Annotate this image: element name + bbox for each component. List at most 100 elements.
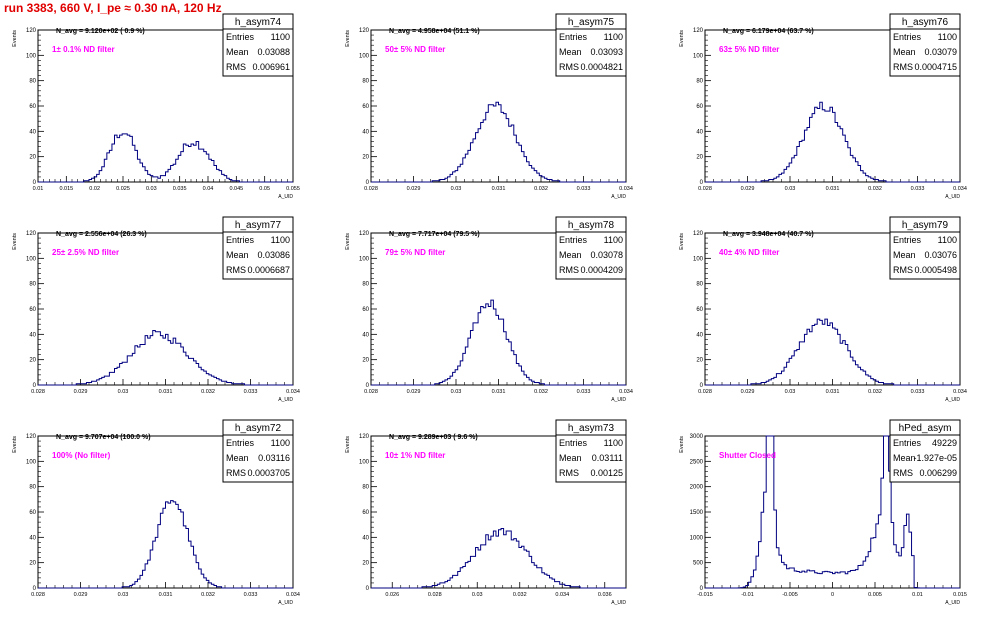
stat-value: 0.03076 bbox=[924, 250, 957, 260]
x-tick-label: 0.05 bbox=[259, 186, 270, 192]
y-tick-label: 0 bbox=[366, 586, 370, 592]
x-tick-label: 0.034 bbox=[555, 592, 569, 598]
x-tick-label: 0.032 bbox=[201, 592, 215, 598]
x-tick-label: 0.036 bbox=[598, 592, 612, 598]
y-tick-label: 0 bbox=[33, 180, 37, 186]
histogram-panel-hPed_asym: 0 500 1000 1500 2000 2500 3000 -0.015 -0.01 -0.00… bbox=[679, 419, 967, 606]
filter-annotation: 63± 5% ND filter bbox=[719, 45, 779, 54]
y-tick-label: 40 bbox=[362, 129, 369, 135]
stat-label: Mean bbox=[226, 453, 249, 463]
x-tick-label: 0.031 bbox=[492, 186, 506, 192]
y-tick-label: 60 bbox=[29, 307, 36, 313]
stat-label: Entries bbox=[559, 438, 588, 448]
histogram-line bbox=[38, 500, 293, 589]
filter-annotation: 10± 1% ND filter bbox=[385, 451, 445, 460]
y-tick-label: 60 bbox=[29, 510, 36, 516]
histogram-panel-h_asym76: 0 20 40 60 80 100 120 0.028 0.029 0.03 0.031 0.032 0… bbox=[679, 13, 967, 200]
y-tick-label: 3000 bbox=[690, 434, 704, 440]
stat-value: 1100 bbox=[604, 235, 623, 245]
stat-value: 1100 bbox=[271, 438, 290, 448]
stat-label: Mean bbox=[893, 250, 916, 260]
y-tick-label: 100 bbox=[26, 256, 37, 262]
stat-label: Entries bbox=[559, 235, 588, 245]
y-tick-label: 100 bbox=[693, 256, 704, 262]
x-tick-label: 0.028 bbox=[364, 186, 378, 192]
x-axis-label: A_UID bbox=[278, 600, 293, 606]
y-tick-label: 40 bbox=[696, 332, 703, 338]
x-tick-label: 0.033 bbox=[577, 389, 591, 395]
y-tick-label: 20 bbox=[362, 358, 369, 364]
stat-value: 0.03088 bbox=[257, 47, 290, 57]
histogram-panel-h_asym73: 0 20 40 60 80 100 120 0.026 0.028 0.03 0.032 0.034 0… bbox=[345, 419, 627, 606]
y-tick-label: 120 bbox=[359, 231, 370, 237]
x-tick-label: 0.045 bbox=[229, 186, 243, 192]
x-tick-label: 0.01 bbox=[912, 592, 923, 598]
x-tick-label: 0.028 bbox=[31, 389, 45, 395]
y-axis-label: Events bbox=[345, 233, 351, 250]
x-tick-label: 0.029 bbox=[407, 186, 421, 192]
y-tick-label: 20 bbox=[696, 155, 703, 161]
x-axis-label: A_UID bbox=[611, 600, 626, 606]
y-tick-label: 80 bbox=[696, 79, 703, 85]
x-tick-label: 0.029 bbox=[741, 186, 755, 192]
y-tick-label: 20 bbox=[29, 561, 36, 567]
filter-annotation: 79± 5% ND filter bbox=[385, 248, 445, 257]
stat-label: Mean bbox=[559, 453, 582, 463]
y-tick-label: 80 bbox=[362, 79, 369, 85]
histogram-name: h_asym79 bbox=[902, 220, 949, 231]
histogram-line bbox=[705, 435, 960, 589]
stat-label: Entries bbox=[226, 235, 255, 245]
x-tick-label: 0.029 bbox=[74, 389, 88, 395]
y-tick-label: 500 bbox=[693, 561, 704, 567]
histogram-name: h_asym77 bbox=[235, 220, 282, 231]
histogram-name: h_asym78 bbox=[568, 220, 615, 231]
x-tick-label: 0.02 bbox=[89, 186, 100, 192]
stat-label: Mean bbox=[226, 47, 249, 57]
stats-box bbox=[889, 216, 961, 280]
y-tick-label: 0 bbox=[366, 383, 370, 389]
y-tick-label: 20 bbox=[29, 155, 36, 161]
y-axis-label: Events bbox=[345, 30, 351, 47]
y-tick-label: 80 bbox=[362, 485, 369, 491]
y-tick-label: 80 bbox=[362, 282, 369, 288]
x-tick-label: 0.031 bbox=[826, 389, 840, 395]
x-tick-label: 0.03 bbox=[146, 186, 157, 192]
y-axis-label: Events bbox=[679, 436, 685, 453]
y-tick-label: 40 bbox=[29, 129, 36, 135]
x-tick-label: 0.034 bbox=[953, 389, 967, 395]
stat-label: RMS bbox=[226, 468, 246, 478]
x-tick-label: 0.034 bbox=[619, 389, 633, 395]
y-axis-label: Events bbox=[12, 436, 18, 453]
x-tick-label: 0.03 bbox=[785, 389, 796, 395]
run-title: run 3383, 660 V, I_pe ≈ 0.30 nA, 120 Hz bbox=[4, 1, 222, 15]
stats-box bbox=[555, 419, 627, 483]
histogram-name: h_asym76 bbox=[902, 17, 949, 28]
filter-annotation: 100% (No filter) bbox=[52, 451, 111, 460]
stat-label: Mean bbox=[893, 47, 916, 57]
y-tick-label: 0 bbox=[700, 180, 704, 186]
y-tick-label: 120 bbox=[26, 28, 37, 34]
y-tick-label: 0 bbox=[700, 586, 704, 592]
navg-label: N_avg = 9.289e+03 ( 9.6 %) bbox=[389, 434, 478, 441]
stat-label: Entries bbox=[893, 32, 922, 42]
y-tick-label: 120 bbox=[26, 434, 37, 440]
x-tick-label: 0.026 bbox=[385, 592, 399, 598]
y-tick-label: 100 bbox=[26, 459, 37, 465]
x-tick-label: 0.031 bbox=[159, 592, 173, 598]
stat-value: 1100 bbox=[604, 32, 623, 42]
x-tick-label: 0.033 bbox=[911, 186, 925, 192]
x-tick-label: 0.034 bbox=[953, 186, 967, 192]
histogram-line bbox=[371, 299, 626, 386]
stat-label: Entries bbox=[226, 32, 255, 42]
x-tick-label: 0.034 bbox=[619, 186, 633, 192]
y-tick-label: 40 bbox=[29, 332, 36, 338]
x-tick-label: 0.025 bbox=[116, 186, 130, 192]
y-tick-label: 120 bbox=[359, 28, 370, 34]
histogram-name: hPed_asym bbox=[899, 423, 952, 434]
x-tick-label: 0.033 bbox=[244, 389, 258, 395]
stats-box bbox=[222, 419, 294, 483]
x-tick-label: 0.028 bbox=[31, 592, 45, 598]
y-tick-label: 40 bbox=[696, 129, 703, 135]
stat-label: Mean bbox=[559, 47, 582, 57]
